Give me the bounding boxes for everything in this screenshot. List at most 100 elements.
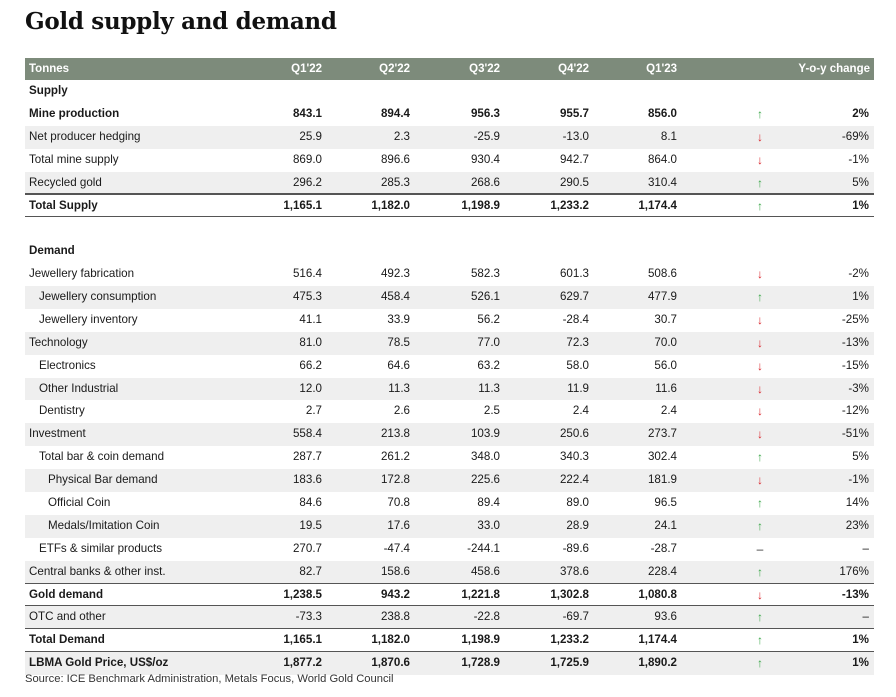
cell-value: 96.5 [654,496,677,510]
cell-value: -73.3 [295,610,322,624]
cell-value: 64.6 [387,358,410,372]
cell-value: 1,198.9 [461,633,500,647]
cell-value: 477.9 [647,290,677,304]
arrow-down-icon: ↓ [757,473,763,488]
cell-value: 2.4 [660,404,677,418]
yoy-value: -13% [841,587,869,601]
yoy-value: -3% [848,381,869,395]
arrow-up-icon: ↑ [757,450,763,465]
cell-value: 93.6 [654,610,677,624]
cell-value: 25.9 [299,129,322,143]
arrow-up-icon: ↑ [757,290,763,305]
cell-value: 943.2 [380,587,410,601]
cell-value: 290.5 [559,175,589,189]
dash-icon: – [756,541,764,556]
row-label: Supply [29,84,68,97]
row-label: Physical Bar demand [48,473,158,487]
cell-value: 1,174.4 [638,199,677,213]
cell-value: -69.7 [562,610,589,624]
arrow-up-icon: ↑ [757,199,763,214]
table-row: Jewellery consumption 475.3 458.4 526.1 629.… [25,286,874,309]
row-label: Total mine supply [29,152,119,166]
yoy-value: 1% [852,290,869,304]
row-label: Demand [29,244,75,258]
cell-value: 228.4 [647,564,677,578]
cell-value: 1,198.9 [461,199,500,213]
cell-value: 843.1 [292,106,322,120]
row-label: Dentistry [39,404,85,418]
cell-value: 183.6 [292,473,322,487]
cell-value: 225.6 [470,473,500,487]
yoy-value: -12% [841,404,869,418]
arrow-down-icon: ↓ [757,312,763,327]
cell-value: 270.7 [292,541,322,555]
yoy-value: -15% [841,358,869,372]
row-label: Recycled gold [29,175,102,189]
cell-value: 894.4 [380,106,410,120]
header-col-yoy: Y-o-y change [798,63,870,75]
cell-value: 273.7 [647,427,677,441]
cell-value: 1,728.9 [461,656,500,670]
cell-value: 12.0 [299,381,322,395]
cell-value: 956.3 [470,106,500,120]
yoy-value: 2% [852,106,869,120]
arrow-up-icon: ↑ [757,106,763,121]
cell-value: 63.2 [477,358,500,372]
table-row: Medals/Imitation Coin 19.5 17.6 33.0 28.9 24.… [25,514,874,538]
yoy-value: -51% [841,427,869,441]
cell-value: 340.3 [559,450,589,464]
yoy-value: 1% [852,199,869,213]
row-label: Jewellery inventory [39,312,138,326]
table-row: Other Industrial 12.0 11.3 11.3 11.9 11.6 ↓ -3% [25,377,874,401]
cell-value: 558.4 [292,427,322,441]
cell-value: 181.9 [647,473,677,487]
arrow-down-icon: ↓ [757,358,763,373]
cell-value: 475.3 [292,290,322,304]
table-row: LBMA Gold Price, US$/oz 1,877.2 1,870.6 1,7… [25,652,874,676]
table-row: Total Demand 1,165.1 1,182.0 1,198.9 1,233.2… [25,629,874,653]
row-label: LBMA Gold Price, US$/oz [29,656,169,670]
cell-value: 458.6 [470,564,500,578]
row-label: Central banks & other inst. [29,564,166,578]
cell-value: 869.0 [292,152,322,166]
cell-value: 56.0 [654,358,677,372]
cell-value: 222.4 [559,473,589,487]
arrow-up-icon: ↑ [757,610,763,625]
cell-value: 72.3 [566,335,589,349]
cell-value: 864.0 [647,152,677,166]
cell-value: 2.3 [393,129,410,143]
table-row: Official Coin 84.6 70.8 89.4 89.0 96.5 ↑ 14% [25,492,874,515]
cell-value: -13.0 [562,129,589,143]
cell-value: 82.7 [299,564,322,578]
cell-value: 601.3 [559,267,589,281]
arrow-down-icon: ↓ [757,335,763,350]
row-label: Jewellery fabrication [29,267,135,281]
cell-value: -22.8 [473,610,500,624]
cell-value: 516.4 [292,267,322,281]
cell-value: 856.0 [647,106,677,120]
cell-value: 2.6 [393,404,410,418]
cell-value: 896.6 [380,152,410,166]
cell-value: 11.6 [655,381,677,395]
cell-value: 287.7 [292,450,322,464]
arrow-down-icon: ↓ [757,152,763,167]
yoy-value: 1% [852,633,869,647]
row-label: ETFs & similar products [39,541,163,555]
cell-value: 58.0 [566,358,589,372]
cell-value: 103.9 [470,427,500,441]
cell-value: 213.8 [380,427,410,441]
row-label: Technology [29,335,88,349]
cell-value: 492.3 [380,267,410,281]
arrow-down-icon: ↓ [757,427,763,442]
table-row: Dentistry 2.7 2.6 2.5 2.4 2.4 ↓ -12% [25,400,874,423]
cell-value: 582.3 [470,267,500,281]
cell-value: 11.3 [388,381,410,395]
cell-value: 33.0 [477,518,500,532]
cell-value: 2.7 [305,404,322,418]
row-label: Mine production [29,106,120,120]
cell-value: -47.4 [383,541,410,555]
cell-value: 70.0 [654,335,677,349]
arrow-up-icon: ↑ [757,633,763,648]
cell-value: 1,870.6 [371,656,410,670]
header-col-q3-22: Q3'22 [469,63,500,75]
